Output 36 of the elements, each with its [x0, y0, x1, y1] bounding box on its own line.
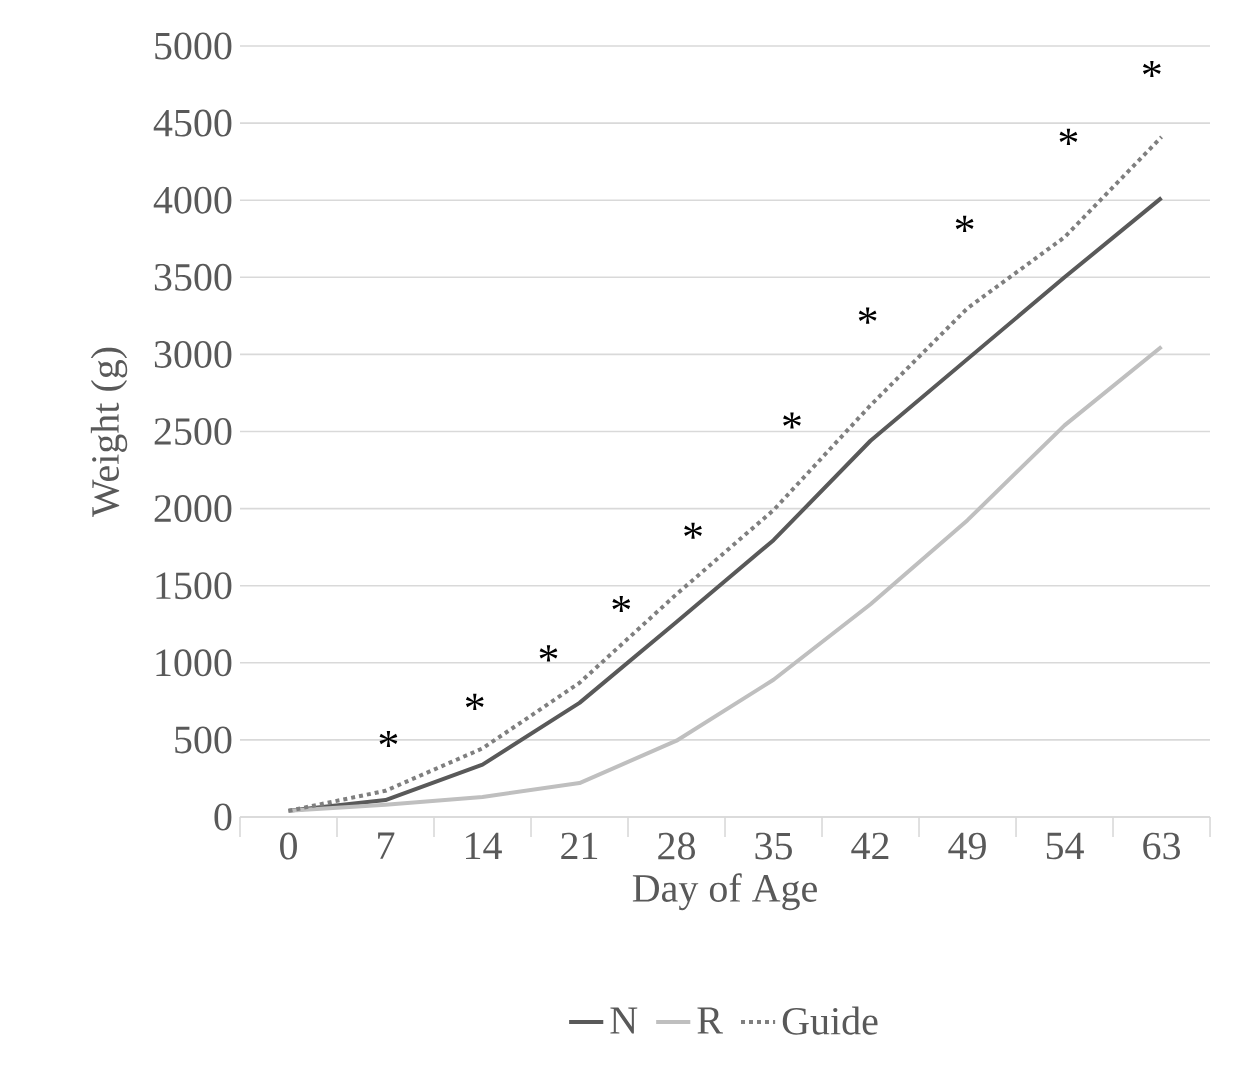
legend-label: N: [610, 1007, 638, 1034]
y-tick-label: 1500: [156, 572, 232, 600]
x-tick-label: 54: [1046, 832, 1084, 860]
annotation: *: [858, 307, 877, 324]
annotation: *: [955, 215, 974, 233]
legend-label: Guide: [782, 1006, 878, 1035]
annotation: *: [1059, 128, 1078, 145]
y-tick-label: 5000: [155, 32, 232, 60]
legend-label: R: [697, 1007, 723, 1034]
annotation: *: [783, 412, 801, 429]
y-axis-title: Weight (g): [90, 347, 128, 518]
annotation: *: [684, 522, 702, 539]
annotation: *: [465, 693, 484, 711]
y-tick-label: 3500: [154, 263, 232, 291]
x-tick-label: 28: [658, 832, 695, 860]
annotation: *: [539, 645, 558, 662]
x-tick-label: 35: [755, 832, 792, 860]
x-tick-label: 7: [378, 832, 395, 859]
y-tick-label: 1000: [156, 649, 232, 677]
annotation: *: [1142, 60, 1161, 78]
y-tick-label: 2500: [154, 418, 232, 445]
x-tick-label: 21: [561, 832, 598, 860]
y-tick-label: 4000: [153, 186, 232, 214]
x-tick-label: 49: [948, 832, 986, 860]
annotation: *: [379, 730, 398, 748]
y-tick-label: 2000: [154, 495, 232, 523]
y-tick-label: 4500: [153, 109, 232, 137]
x-axis-title: Day of Age: [632, 873, 817, 911]
x-tick-label: 14: [466, 832, 502, 860]
x-tick-label: 0: [280, 832, 297, 860]
y-tick-label: 500: [175, 726, 232, 754]
x-tick-label: 42: [851, 832, 889, 860]
y-tick-label: 0: [214, 803, 232, 831]
x-tick-label: 63: [1143, 832, 1180, 860]
y-tick-label: 3000: [154, 340, 232, 368]
annotation: *: [612, 595, 631, 613]
